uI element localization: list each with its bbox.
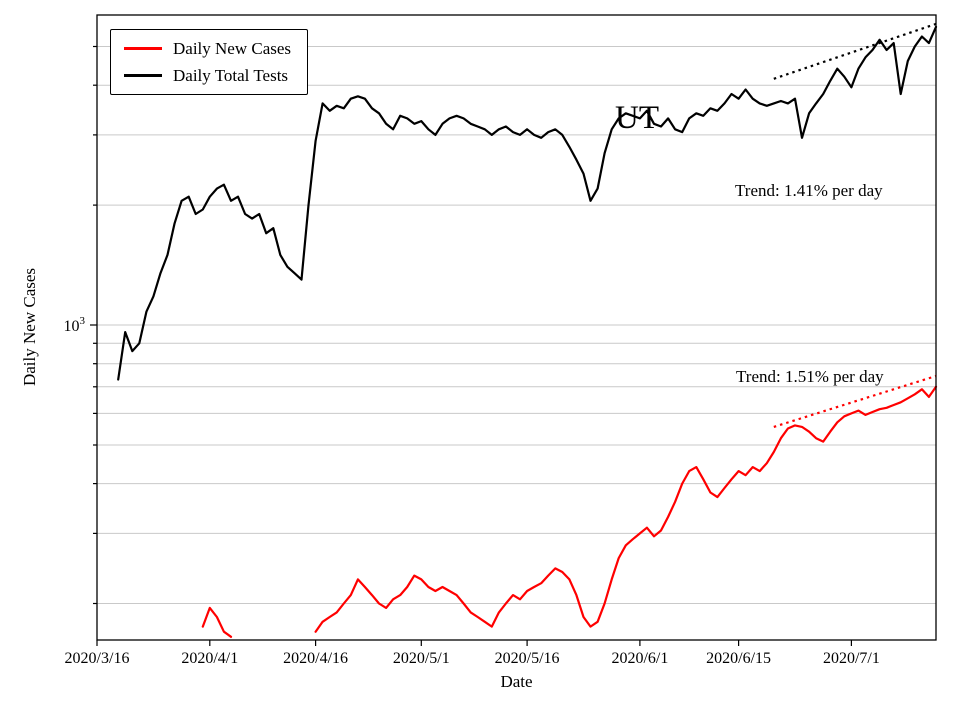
x-tick-label: 2020/6/15 [706, 650, 771, 667]
red-line-swatch [124, 47, 162, 50]
trend-line [773, 374, 937, 428]
series-line [117, 25, 938, 381]
trend-annotation-tests: Trend: 1.41% per day [735, 181, 883, 200]
series-line [314, 385, 938, 633]
legend-item-daily-new-cases: Daily New Cases [124, 40, 291, 57]
legend-item-daily-total-tests: Daily Total Tests [124, 67, 291, 84]
series-line [201, 606, 233, 638]
x-tick-label: 2020/3/16 [65, 650, 130, 667]
x-axis-title: Date [500, 672, 533, 691]
legend-label-daily-new-cases: Daily New Cases [173, 39, 292, 58]
x-tick-label: 2020/7/1 [823, 650, 880, 667]
trend-line [773, 22, 937, 80]
state-annotation: UT [615, 100, 659, 136]
axes-spine [96, 14, 937, 641]
legend: Daily New Cases Daily Total Tests [110, 29, 309, 95]
legend-label-daily-total-tests: Daily Total Tests [173, 66, 289, 85]
x-tick-label: 2020/4/16 [283, 650, 348, 667]
y-axis-title: Daily New Cases [20, 267, 39, 387]
x-tick-label: 2020/5/16 [495, 650, 560, 667]
x-tick-label: 2020/6/1 [611, 650, 668, 667]
x-tick-label: 2020/4/1 [181, 650, 238, 667]
trend-annotation-cases: Trend: 1.51% per day [736, 367, 884, 386]
black-line-swatch [124, 74, 162, 77]
y-tick-label: 103 [64, 315, 86, 335]
x-tick-label: 2020/5/1 [393, 650, 450, 667]
